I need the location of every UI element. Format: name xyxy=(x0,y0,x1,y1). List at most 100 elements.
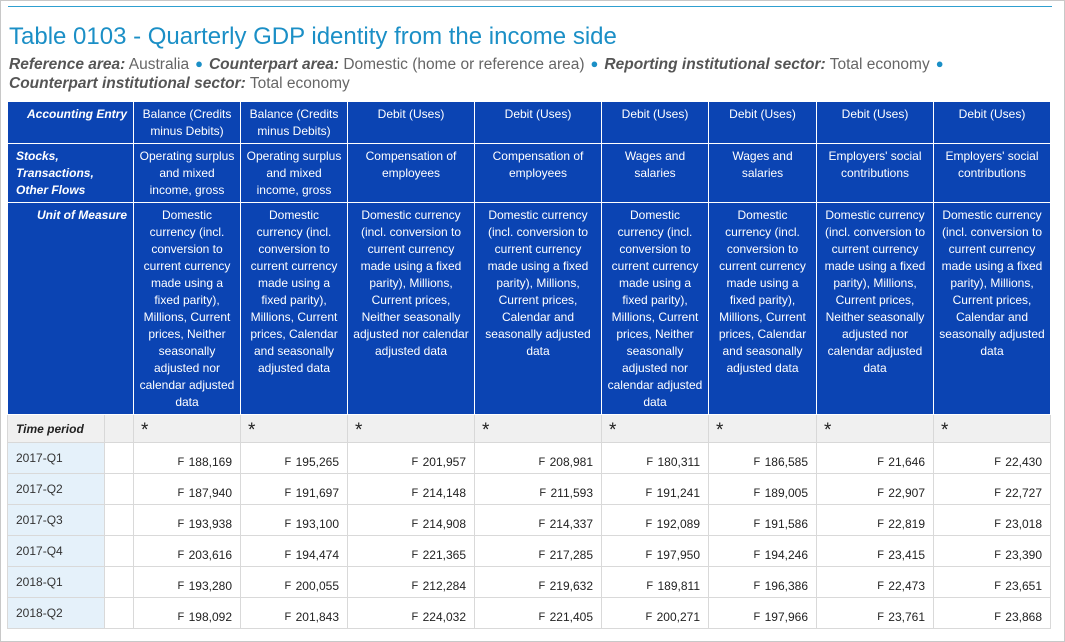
col-header-stock: Compensation of employees xyxy=(474,143,602,203)
flag-f-badge: F xyxy=(994,549,1001,561)
value-number: 21,646 xyxy=(888,455,925,469)
value-cell: F 23,018 xyxy=(933,504,1051,536)
value-number: 224,032 xyxy=(422,610,466,624)
flag-f-badge: F xyxy=(538,518,546,530)
flag-f-badge: F xyxy=(877,487,884,499)
value-number: 201,843 xyxy=(295,610,339,624)
page-title: Table 0103 - Quarterly GDP identity from… xyxy=(9,23,617,50)
value-cell: F 22,819 xyxy=(816,504,934,536)
star-icon: * xyxy=(347,414,475,443)
filter-value-reference-area: Australia xyxy=(128,56,190,73)
col-header-entry: Debit (Uses) xyxy=(474,101,602,144)
flag-f-badge: F xyxy=(994,611,1001,623)
value-number: 196,386 xyxy=(764,579,808,593)
data-table: Accounting Entry Balance (Credits minus … xyxy=(7,101,1051,629)
value-number: 192,089 xyxy=(656,517,700,531)
value-number: 22,819 xyxy=(888,517,925,531)
value-number: 201,957 xyxy=(422,455,466,469)
flag-f-badge: F xyxy=(411,611,419,623)
value-cell: F 21,646 xyxy=(816,442,934,474)
flag-f-badge: F xyxy=(411,518,419,530)
col-header-unit: Domestic currency (incl. conversion to c… xyxy=(474,202,602,415)
flag-f-badge: F xyxy=(753,518,761,530)
value-cell: F 193,938 xyxy=(133,504,241,536)
value-number: 187,940 xyxy=(188,486,232,500)
star-icon: * xyxy=(240,414,348,443)
value-number: 221,365 xyxy=(422,548,466,562)
row-label-unit: Unit of Measure xyxy=(7,202,134,415)
table-row: 2017-Q1 F 188,169 F 195,265 F 201,957 F 208,… xyxy=(7,442,1051,474)
time-period-cell: 2018-Q1 xyxy=(7,566,105,598)
value-cell: F 198,092 xyxy=(133,597,241,629)
value-number: 193,938 xyxy=(188,517,232,531)
flag-f-badge: F xyxy=(753,549,761,561)
header-row-stocks: Stocks, Transactions, Other Flows Operat… xyxy=(7,143,1051,203)
value-cell: F 201,957 xyxy=(347,442,475,474)
col-header-stock: Wages and salaries xyxy=(708,143,817,203)
filter-label-counterpart-area: Counterpart area: xyxy=(208,56,340,73)
flag-f-badge: F xyxy=(411,549,419,561)
flag-f-badge: F xyxy=(646,456,654,468)
flag-f-badge: F xyxy=(645,487,653,499)
value-cell: F 200,055 xyxy=(240,566,348,598)
table-row: 2017-Q3 F 193,938 F 193,100 F 214,908 F 214,… xyxy=(7,504,1051,536)
value-cell: F 22,473 xyxy=(816,566,934,598)
col-header-stock: Operating surplus and mixed income, gros… xyxy=(240,143,348,203)
value-number: 188,169 xyxy=(188,455,232,469)
value-cell: F 194,246 xyxy=(708,535,817,567)
value-cell: F 192,089 xyxy=(601,504,709,536)
flag-f-badge: F xyxy=(753,487,761,499)
value-number: 23,018 xyxy=(1005,517,1042,531)
value-cell: F 23,390 xyxy=(933,535,1051,567)
flag-f-badge: F xyxy=(538,580,546,592)
flag-f-badge: F xyxy=(994,487,1001,499)
flag-f-badge: F xyxy=(284,456,292,468)
col-header-unit: Domestic currency (incl. conversion to c… xyxy=(708,202,817,415)
time-period-cell: 2017-Q3 xyxy=(7,504,105,536)
value-cell: F 23,415 xyxy=(816,535,934,567)
value-number: 197,966 xyxy=(764,610,808,624)
star-icon: * xyxy=(816,414,934,443)
star-icon: * xyxy=(933,414,1051,443)
value-cell: F 189,005 xyxy=(708,473,817,505)
value-number: 203,616 xyxy=(188,548,232,562)
value-number: 217,285 xyxy=(549,548,593,562)
header-row-unit: Unit of Measure Domestic currency (incl.… xyxy=(7,202,1051,415)
flag-f-badge: F xyxy=(753,580,761,592)
star-icon: * xyxy=(474,414,602,443)
time-period-row: Time period * * * * * * * * xyxy=(7,414,1051,443)
flag-f-badge: F xyxy=(994,580,1001,592)
flag-f-badge: F xyxy=(753,456,761,468)
value-number: 23,651 xyxy=(1005,579,1042,593)
value-number: 193,280 xyxy=(188,579,232,593)
flag-f-badge: F xyxy=(877,580,884,592)
value-cell: F 180,311 xyxy=(601,442,709,474)
value-cell: F 203,616 xyxy=(133,535,241,567)
col-header-unit: Domestic currency (incl. conversion to c… xyxy=(601,202,709,415)
empty-cell xyxy=(104,597,134,629)
star-icon: * xyxy=(133,414,241,443)
value-number: 22,727 xyxy=(1005,486,1042,500)
value-cell: F 211,593 xyxy=(474,473,602,505)
row-label-stocks: Stocks, Transactions, Other Flows xyxy=(7,143,134,203)
flag-f-badge: F xyxy=(646,580,654,592)
value-cell: F 23,868 xyxy=(933,597,1051,629)
col-header-unit: Domestic currency (incl. conversion to c… xyxy=(240,202,348,415)
col-header-entry: Debit (Uses) xyxy=(933,101,1051,144)
value-number: 219,632 xyxy=(549,579,593,593)
value-cell: F 23,761 xyxy=(816,597,934,629)
flag-f-badge: F xyxy=(284,487,292,499)
time-period-cell: 2017-Q4 xyxy=(7,535,105,567)
col-header-entry: Debit (Uses) xyxy=(708,101,817,144)
value-cell: F 212,284 xyxy=(347,566,475,598)
col-header-entry: Debit (Uses) xyxy=(347,101,475,144)
flag-f-badge: F xyxy=(994,456,1001,468)
value-cell: F 193,280 xyxy=(133,566,241,598)
filter-label-reporting-sector: Reporting institutional sector: xyxy=(604,56,826,73)
filter-summary: Reference area: Australia ● Counterpart ar… xyxy=(9,55,1049,93)
value-cell: F 208,981 xyxy=(474,442,602,474)
col-header-stock: Employers' social contributions xyxy=(816,143,934,203)
col-header-stock: Operating surplus and mixed income, gros… xyxy=(133,143,241,203)
value-number: 22,907 xyxy=(888,486,925,500)
time-period-cell: 2017-Q2 xyxy=(7,473,105,505)
